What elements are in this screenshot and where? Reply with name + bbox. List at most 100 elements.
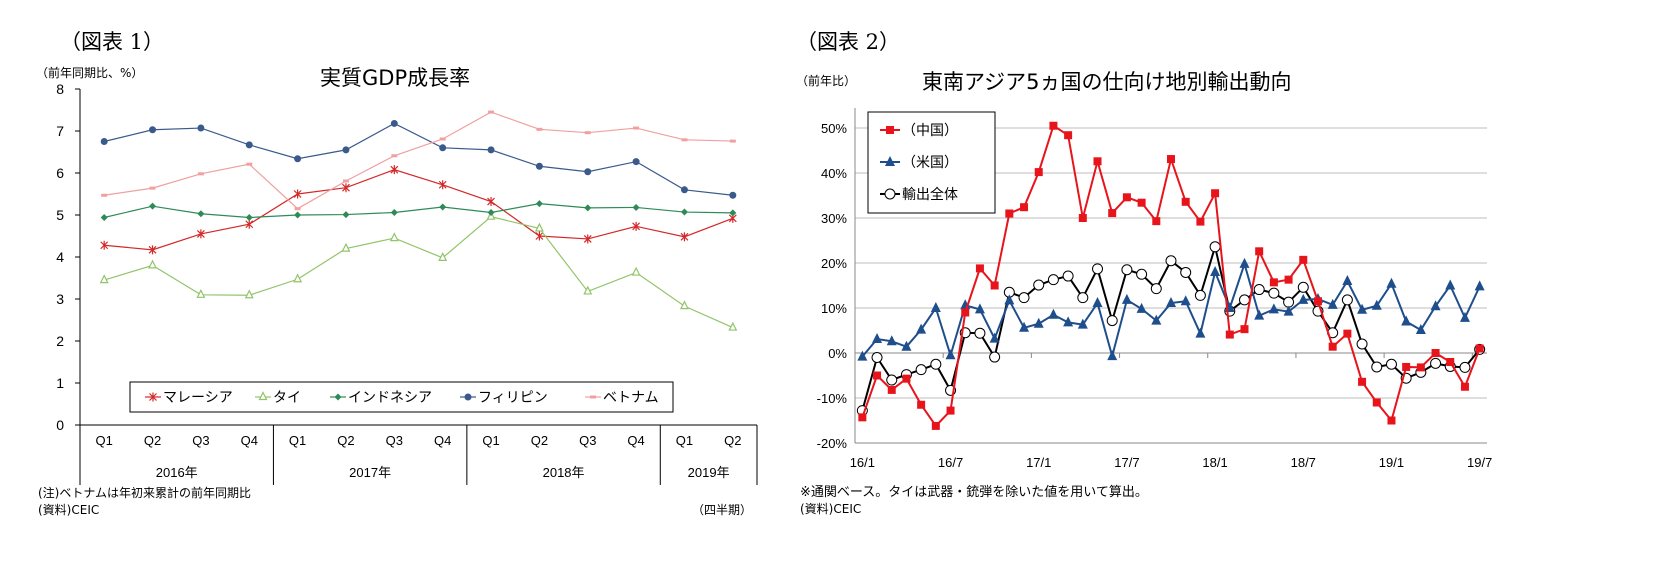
data-point <box>1225 330 1234 339</box>
data-point <box>149 126 157 134</box>
data-point <box>1166 297 1176 308</box>
data-point <box>1430 357 1442 369</box>
x-tick-label: Q4 <box>241 433 258 448</box>
data-point <box>873 371 882 380</box>
x-tick-label: Q1 <box>482 433 499 448</box>
data-point <box>1210 266 1221 276</box>
chart1-gdp-growth: 0 1 2 3 4 5 6 7 8 Q1 Q2 Q3 Q4 Q1 Q2 Q3 Q4 Q1 Q2 Q3 Q4 Q1 Q2 201… <box>56 81 758 485</box>
year-label: 2019年 <box>688 465 730 480</box>
data-point <box>1313 297 1322 306</box>
data-point <box>974 327 986 339</box>
data-point <box>583 234 592 244</box>
data-point <box>534 222 544 232</box>
data-point <box>1150 283 1162 295</box>
data-point <box>1268 303 1279 314</box>
data-point <box>1093 157 1102 166</box>
data-point <box>680 186 688 194</box>
data-point <box>1358 377 1367 386</box>
data-point <box>1372 398 1381 407</box>
y-tick-label: 40% <box>821 166 847 181</box>
data-point <box>438 180 447 190</box>
chart1-title: 実質GDP成長率 <box>320 66 471 90</box>
y-tick-label: 0% <box>828 346 847 361</box>
legend-marker <box>590 395 596 399</box>
legend-label: 輸出全体 <box>902 186 958 202</box>
y-tick-label: 20% <box>821 256 847 271</box>
data-point <box>1239 257 1250 268</box>
data-point <box>294 155 302 163</box>
data-point <box>488 110 495 114</box>
data-point <box>729 139 736 143</box>
figure1-period-label: （四半期） <box>692 503 753 517</box>
data-point <box>1165 255 1177 267</box>
data-point <box>1194 289 1206 301</box>
series-line-タイ <box>104 216 734 329</box>
data-point <box>1077 318 1088 329</box>
data-point <box>1446 358 1455 366</box>
legend-label: （中国） <box>902 122 958 138</box>
data-point <box>729 191 737 199</box>
figure1-note: (注)ベトナムは年初来累計の前年同期比 <box>38 486 252 500</box>
figure1-source: (資料)CEIC <box>38 503 100 517</box>
data-point <box>342 179 349 183</box>
data-point <box>149 202 157 210</box>
series-line-フィリピン <box>104 122 733 196</box>
data-point <box>389 232 399 242</box>
data-point <box>149 186 156 190</box>
x-tick-label: 17/1 <box>1026 455 1051 470</box>
data-point <box>1077 292 1089 304</box>
data-point <box>1107 350 1118 361</box>
y-tick-label: 8 <box>56 81 64 97</box>
data-point <box>961 308 970 317</box>
data-point <box>1402 362 1411 371</box>
data-point <box>632 221 641 231</box>
data-point <box>917 400 926 409</box>
y-tick-label: 4 <box>56 249 64 265</box>
data-point <box>584 131 591 135</box>
data-point <box>1047 274 1059 286</box>
data-point <box>1416 363 1425 372</box>
data-point <box>1371 299 1382 310</box>
data-point <box>1401 315 1412 326</box>
year-label: 2016年 <box>156 465 198 480</box>
data-point <box>487 146 495 154</box>
figure2-note: ※通関ベース。タイは武器・銃弾を除いた値を用いて算出。 <box>800 485 1148 500</box>
data-point <box>1137 198 1146 207</box>
data-point <box>197 210 205 218</box>
y-tick-label: 5 <box>56 207 64 223</box>
data-point <box>1255 247 1264 256</box>
y-tick-label: 1 <box>56 375 64 391</box>
data-point <box>1253 284 1265 296</box>
data-point <box>1459 361 1471 373</box>
data-point <box>390 208 398 216</box>
data-point <box>886 335 897 346</box>
data-point <box>1460 382 1469 391</box>
data-point <box>631 266 641 276</box>
legend-marker <box>884 188 896 200</box>
data-point <box>196 288 206 298</box>
data-point <box>990 281 999 290</box>
data-point <box>1342 275 1353 285</box>
y-tick-label: 6 <box>56 165 64 181</box>
data-point <box>390 165 399 175</box>
data-point <box>246 162 253 166</box>
x-tick-label: Q3 <box>192 433 209 448</box>
data-point <box>946 406 955 415</box>
data-point <box>245 214 253 222</box>
data-point <box>536 127 543 131</box>
legend-marker <box>886 126 894 134</box>
data-point <box>245 141 253 149</box>
data-point <box>1298 293 1309 304</box>
data-point <box>391 154 398 158</box>
data-point <box>1064 131 1073 140</box>
data-point <box>1062 270 1074 282</box>
x-tick-label: 18/7 <box>1291 455 1316 470</box>
data-point <box>148 259 158 269</box>
data-point <box>100 214 108 222</box>
legend-label: フィリピン <box>478 389 548 405</box>
data-point <box>196 229 205 239</box>
data-point <box>148 245 157 255</box>
data-point <box>1327 298 1338 309</box>
data-point <box>1167 155 1175 164</box>
data-point <box>1357 303 1368 314</box>
